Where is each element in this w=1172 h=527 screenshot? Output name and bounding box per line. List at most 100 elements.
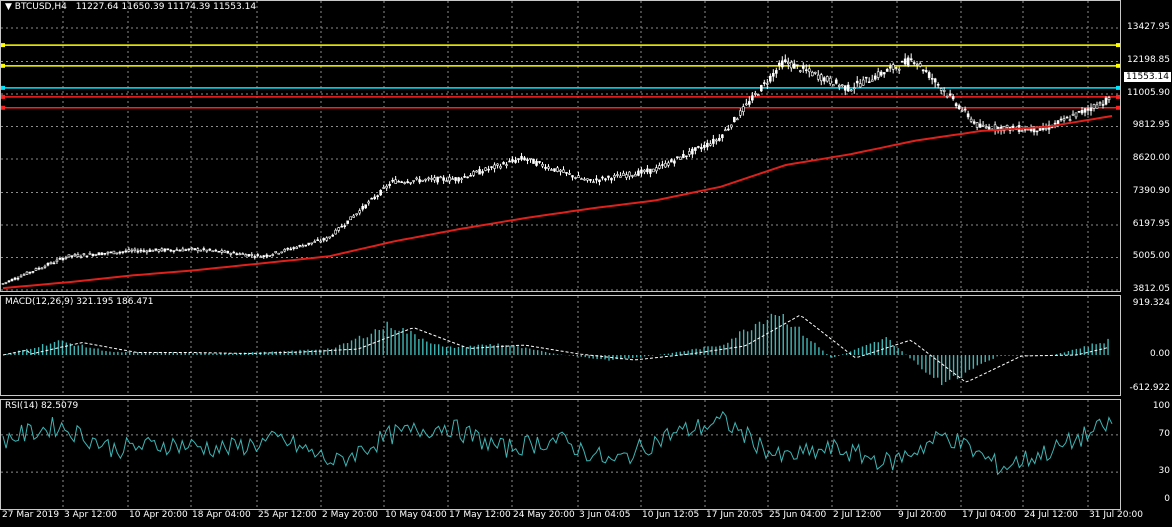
level-handle[interactable] <box>1116 63 1120 68</box>
candle-body <box>601 176 604 179</box>
candle-body <box>202 248 206 250</box>
candle-body <box>1 283 5 285</box>
candle-body <box>592 181 595 184</box>
candle-body <box>475 170 478 173</box>
candle-body <box>232 251 236 254</box>
candle-body <box>825 76 829 82</box>
candle-body <box>361 206 364 210</box>
candle-body <box>673 160 676 164</box>
time-axis-label: 2 Jul 12:00 <box>833 510 882 520</box>
candle-body <box>190 247 194 250</box>
level-handle[interactable] <box>1116 94 1120 99</box>
candle-body <box>532 158 535 164</box>
candle-body <box>16 277 20 280</box>
level-handle[interactable] <box>1 63 5 68</box>
level-handle[interactable] <box>1116 85 1120 90</box>
candle-body <box>855 80 859 84</box>
price-axis-label: 3812.05 <box>1132 284 1170 294</box>
candle-body <box>777 62 781 67</box>
time-axis-label: 24 Jul 12:00 <box>1024 510 1078 520</box>
price-chart-svg <box>1 1 1120 291</box>
candle-body <box>807 68 811 73</box>
candle-body <box>352 215 355 218</box>
candle-body <box>748 101 751 105</box>
candle-body <box>466 176 469 179</box>
candle-body <box>715 139 718 142</box>
header-dropdown-icon[interactable]: ▼ <box>5 2 12 12</box>
price-pane[interactable]: ▼ BTCUSD,H4 11227.64 11650.39 11174.39 1… <box>0 0 1121 292</box>
level-handle[interactable] <box>1 85 5 90</box>
candle-body <box>622 172 625 177</box>
level-handle[interactable] <box>1116 43 1120 48</box>
candle-body <box>373 196 376 200</box>
candle-body <box>936 83 940 86</box>
macd-axis-label: 0.00 <box>1149 348 1170 359</box>
candle-body <box>235 253 239 255</box>
candle-body <box>217 250 221 253</box>
candle-body <box>97 252 101 256</box>
candle-body <box>481 171 484 174</box>
level-handle[interactable] <box>1 105 5 110</box>
candle-body <box>493 164 496 169</box>
candle-body <box>331 234 335 237</box>
time-axis-label: 17 Jul 04:00 <box>962 510 1016 520</box>
candle-body <box>598 179 601 183</box>
candle-body <box>298 245 302 247</box>
candle-body <box>34 268 38 271</box>
price-axis-label: 12198.85 <box>1127 55 1170 66</box>
rsi-pane[interactable]: RSI(14) 82.5079 <box>0 399 1121 510</box>
symbol-label: BTCUSD,H4 <box>14 2 67 12</box>
candle-body <box>912 62 916 64</box>
candle-body <box>769 75 772 82</box>
candle-body <box>733 116 736 123</box>
candle-body <box>1080 109 1084 114</box>
candle-body <box>160 248 164 252</box>
time-axis-label: 2 May 20:00 <box>322 510 378 520</box>
candle-body <box>463 176 466 178</box>
level-handle[interactable] <box>1 94 5 99</box>
macd-pane[interactable]: MACD(12,26,9) 321.195 186.471 <box>0 295 1121 396</box>
candle-body <box>226 250 230 254</box>
level-handle[interactable] <box>1 43 5 48</box>
candle-body <box>397 180 400 183</box>
candle-body <box>544 166 547 169</box>
candle-body <box>1083 108 1087 113</box>
candle-body <box>559 169 562 172</box>
candle-body <box>379 190 382 196</box>
candle-body <box>52 262 56 265</box>
candle-body <box>520 156 523 160</box>
candle-body <box>634 174 637 177</box>
candle-body <box>754 93 757 95</box>
candle-body <box>346 220 349 224</box>
candle-body <box>526 159 529 161</box>
level-handle[interactable] <box>1116 105 1120 110</box>
candle-body <box>595 178 598 181</box>
candle-body <box>840 84 844 87</box>
time-axis-label: 25 Apr 12:00 <box>258 510 317 520</box>
candle-body <box>1092 104 1096 109</box>
candle-body <box>37 267 41 270</box>
candle-body <box>586 178 589 181</box>
candle-body <box>843 85 847 91</box>
current-price-tag: 11553.14 <box>1124 72 1171 82</box>
candle-body <box>448 176 451 182</box>
candle-body <box>274 251 278 254</box>
candle-body <box>969 118 973 122</box>
candle-body <box>307 242 311 245</box>
candle-body <box>942 90 946 92</box>
candle-body <box>271 254 275 256</box>
candle-body <box>535 160 538 166</box>
candle-body <box>1074 112 1078 118</box>
candle-body <box>67 254 71 258</box>
candle-body <box>175 249 179 252</box>
candle-body <box>1089 107 1093 112</box>
candle-body <box>718 137 721 141</box>
candle-body <box>885 69 889 72</box>
candle-body <box>1005 125 1009 128</box>
candle-body <box>1065 116 1069 119</box>
candle-body <box>406 181 409 184</box>
candle-body <box>472 171 475 176</box>
candle-body <box>1098 102 1102 105</box>
time-axis-label: 31 Jul 20:00 <box>1089 510 1143 520</box>
candle-body <box>88 253 92 255</box>
